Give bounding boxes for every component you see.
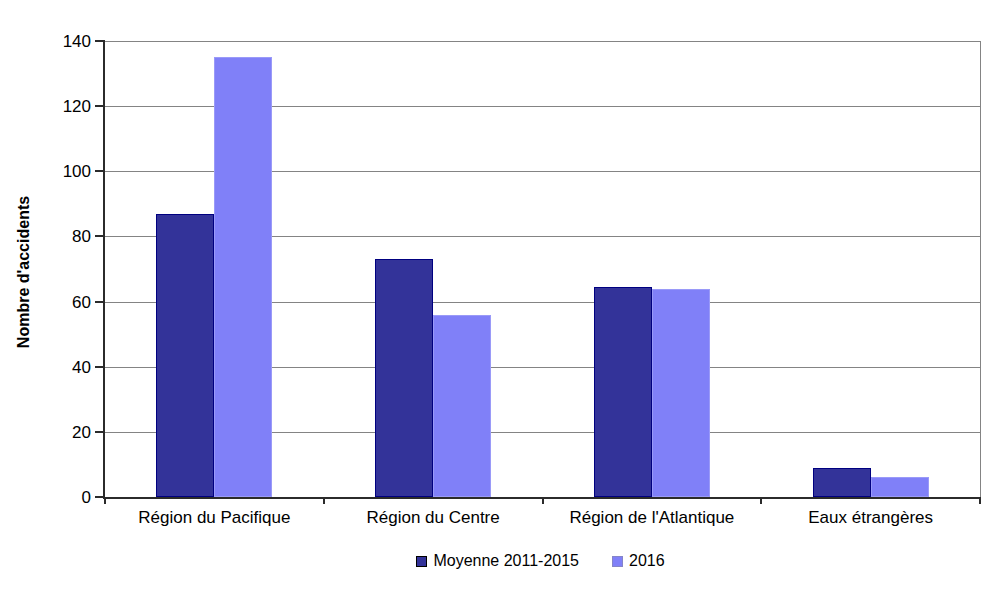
plot-area: 020406080100120140Région du PacifiqueRég… — [103, 41, 981, 499]
x-tick-mark — [760, 497, 762, 504]
x-tick-mark — [323, 497, 325, 504]
bar-chart: Nombre d'accidents 020406080100120140Rég… — [0, 0, 1000, 597]
category-label: Région du Pacifique — [105, 508, 324, 528]
bar-2016 — [652, 289, 710, 497]
y-tick-mark — [95, 105, 105, 107]
legend-swatch-moyenne-2011-2015 — [416, 556, 427, 567]
y-tick-mark — [95, 301, 105, 303]
y-tick-mark — [95, 431, 105, 433]
bar-moyenne-2011-2015 — [375, 259, 433, 497]
legend-label: Moyenne 2011-2015 — [433, 552, 579, 570]
bar-moyenne-2011-2015 — [156, 214, 214, 497]
gridline — [105, 41, 980, 42]
y-tick-label: 140 — [47, 33, 91, 50]
bar-2016 — [433, 315, 491, 497]
category-label: Région de l'Atlantique — [543, 508, 762, 528]
bar-moyenne-2011-2015 — [594, 287, 652, 497]
category-label: Eaux étrangères — [761, 508, 980, 528]
y-tick-label: 20 — [47, 424, 91, 441]
legend-item-2016: 2016 — [612, 552, 665, 570]
y-tick-label: 100 — [47, 163, 91, 180]
y-tick-mark — [95, 40, 105, 42]
y-axis-title: Nombre d'accidents — [15, 196, 33, 348]
legend-item-moyenne-2011-2015: Moyenne 2011-2015 — [416, 552, 579, 570]
bar-moyenne-2011-2015 — [813, 468, 871, 497]
category-label: Région du Centre — [324, 508, 543, 528]
x-tick-mark — [542, 497, 544, 504]
bar-2016 — [871, 477, 929, 497]
x-tick-mark — [104, 497, 106, 504]
y-tick-label: 120 — [47, 98, 91, 115]
x-tick-mark — [979, 497, 981, 504]
y-tick-label: 0 — [47, 489, 91, 506]
y-tick-label: 60 — [47, 294, 91, 311]
y-tick-mark — [95, 366, 105, 368]
legend-label: 2016 — [629, 552, 665, 570]
legend-swatch-2016 — [612, 556, 623, 567]
y-tick-label: 80 — [47, 228, 91, 245]
y-tick-label: 40 — [47, 359, 91, 376]
legend: Moyenne 2011-2015 2016 — [103, 552, 978, 570]
bar-2016 — [214, 57, 272, 497]
y-tick-mark — [95, 235, 105, 237]
y-tick-mark — [95, 170, 105, 172]
